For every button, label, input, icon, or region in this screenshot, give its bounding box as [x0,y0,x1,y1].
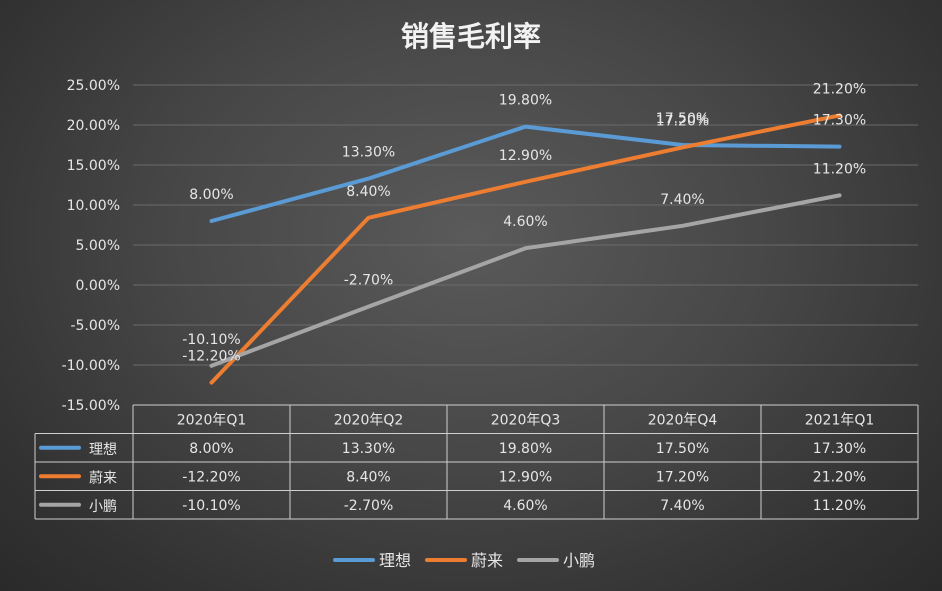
y-axis-ticks: 25.00% 20.00% 15.00% 10.00% 5.00% 0.00% -5.00%… [62,78,120,414]
y-tick-label: 15.00% [67,158,120,174]
data-label: 17.50% [656,111,709,127]
table-header-cell: 2020年Q2 [334,412,404,428]
data-label: 11.20% [813,161,866,177]
data-label: 7.40% [660,192,704,208]
legend-label: 小鹏 [563,551,595,570]
y-tick-label: 20.00% [67,118,120,134]
data-labels: 8.00% 13.30% 19.80% 17.50% 17.30% -12.20% 8.40… [182,81,866,364]
data-label: 8.00% [189,187,233,203]
y-tick-label: -10.00% [62,358,120,374]
data-label: 21.20% [813,81,866,97]
table-header-cell: 2020年Q1 [177,412,247,428]
data-label: 19.80% [499,93,552,109]
table-cell: 17.30% [813,441,866,457]
series-line [209,113,842,385]
table-header-cell: 2020年Q4 [648,412,718,428]
data-label: -12.20% [182,349,240,365]
y-tick-label: -5.00% [70,318,120,334]
series-line [209,193,842,368]
table-cell: -12.20% [182,469,240,485]
table-cell: 21.20% [813,469,866,485]
data-label: 8.40% [346,184,390,200]
table-cell: 13.30% [342,441,395,457]
table-cell: -2.70% [344,498,394,514]
table-cell: 17.50% [656,441,709,457]
data-table: 2020年Q1 2020年Q2 2020年Q3 2020年Q4 2021年Q1 理想 8.0… [34,404,919,520]
table-header-cell: 2020年Q3 [491,412,561,428]
y-tick-label: -15.00% [62,398,120,414]
data-label: 13.30% [342,145,395,161]
data-label: -10.10% [182,332,240,348]
data-label: 12.90% [499,148,552,164]
table-cell: 4.60% [503,498,547,514]
y-tick-label: 10.00% [67,198,120,214]
series-line [209,124,842,223]
table-cell: 11.20% [813,498,866,514]
table-cell: -10.10% [182,498,240,514]
table-cell: 12.90% [499,469,552,485]
data-label: 17.30% [813,113,866,129]
table-cell: 8.40% [346,469,390,485]
table-cell: 19.80% [499,441,552,457]
y-tick-label: 5.00% [76,238,120,254]
data-label: 17.20% [656,113,709,129]
table-cell: 7.40% [660,498,704,514]
y-tick-label: 25.00% [67,78,120,94]
table-cell: 17.20% [656,469,709,485]
series-lines [209,113,842,385]
legend-label: 理想 [379,551,411,570]
table-header-cell: 2021年Q1 [805,412,875,428]
data-label: -2.70% [344,273,394,289]
y-tick-label: 0.00% [76,278,120,294]
data-label: 4.60% [503,214,547,230]
chart-title: 销售毛利率 [401,20,541,53]
table-cell: 8.00% [189,441,233,457]
legend: 理想 蔚来 小鹏 [333,551,595,570]
legend-label: 蔚来 [471,551,503,570]
table-series-name: 理想 [89,442,117,458]
table-series-name: 小鹏 [89,499,117,515]
table-series-name: 蔚来 [89,470,117,486]
